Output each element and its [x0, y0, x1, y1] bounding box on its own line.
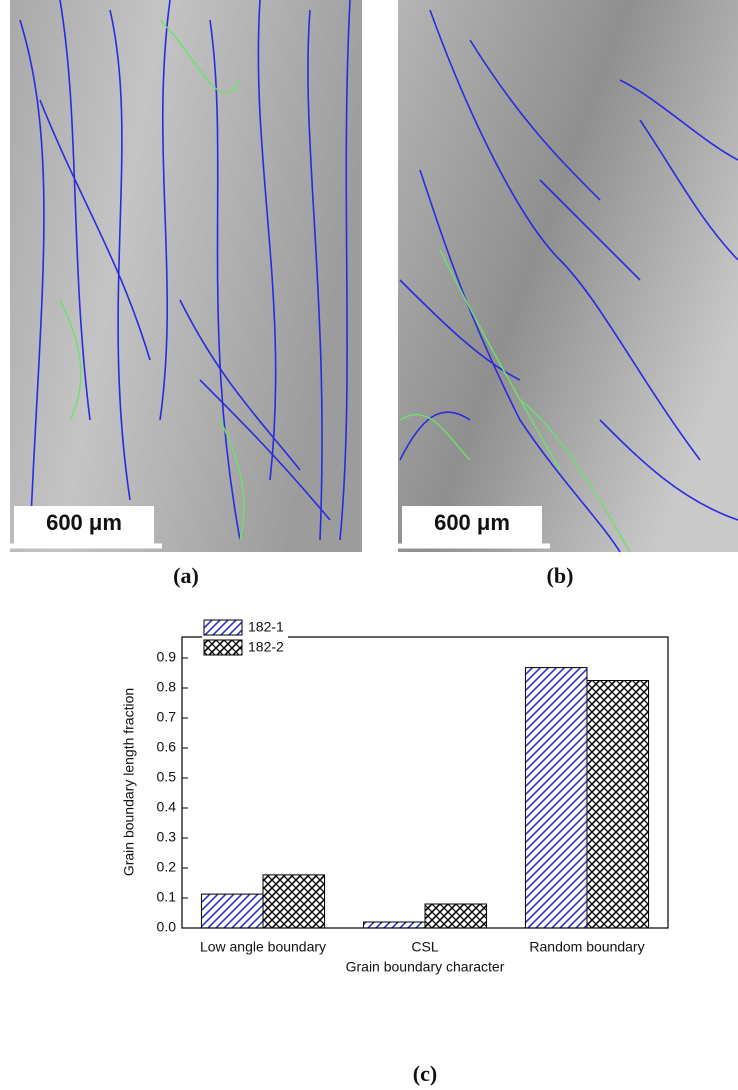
bar — [200, 893, 264, 929]
y-tick-label: 0.5 — [157, 769, 177, 785]
micrograph-b: 600 μm — [398, 0, 738, 553]
bar-chart: 0.0 0.1 0.2 0.3 0.4 0.5 0.6 0.7 0.8 0.9 Low angle … — [157, 618, 669, 955]
x-tick-label: Random boundary — [529, 939, 644, 955]
chart-caption: (c) — [413, 1061, 437, 1086]
y-tick-label: 0.3 — [157, 829, 177, 845]
bar — [524, 667, 588, 929]
y-tick-label: 0.8 — [157, 679, 177, 695]
y-tick-label: 0.7 — [157, 709, 177, 725]
y-tick-label: 0.1 — [157, 889, 177, 905]
y-tick-label: 0.0 — [157, 919, 177, 935]
x-axis-label: Grain boundary character — [346, 959, 505, 975]
y-tick-label: 0.6 — [157, 739, 177, 755]
legend-swatch — [203, 639, 243, 656]
bar — [362, 921, 426, 929]
panel-caption: (a) — [173, 563, 199, 588]
micrograph-a: 600 μm — [10, 0, 362, 552]
bar — [586, 680, 650, 929]
legend-swatch — [203, 619, 243, 636]
legend-label: 182-1 — [248, 619, 284, 635]
y-tick-label: 0.2 — [157, 859, 177, 875]
scale-label: 600 μm — [434, 510, 510, 535]
y-tick-label: 0.9 — [157, 649, 177, 665]
bar — [262, 874, 326, 929]
y-tick-label: 0.4 — [157, 799, 177, 815]
panel-caption: (b) — [547, 563, 574, 588]
x-tick-label: CSL — [411, 939, 438, 955]
plot-frame — [181, 636, 669, 929]
scale-label: 600 μm — [46, 510, 122, 535]
legend-label: 182-2 — [248, 639, 284, 655]
y-axis-label: Grain boundary length fraction — [121, 688, 137, 876]
bar — [424, 903, 488, 929]
x-tick-label: Low angle boundary — [200, 939, 326, 955]
